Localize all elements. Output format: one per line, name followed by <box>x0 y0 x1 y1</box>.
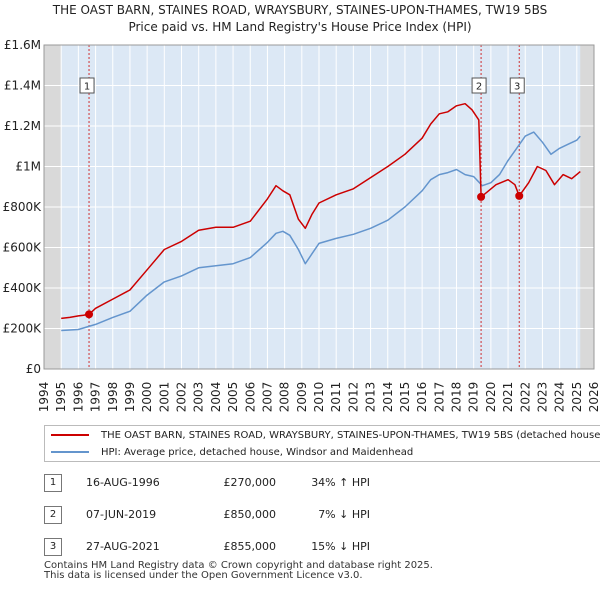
transaction-badge: 1 <box>44 474 62 492</box>
y-tick-label: £1M <box>15 160 41 174</box>
x-tick-label: 2026 <box>587 382 600 413</box>
x-tick-label: 2012 <box>346 382 360 413</box>
transaction-marker-label: 3 <box>514 82 520 93</box>
chart-title: THE OAST BARN, STAINES ROAD, WRAYSBURY, … <box>52 3 548 17</box>
x-tick-label: 2002 <box>175 382 189 413</box>
x-tick-label: 2015 <box>398 382 412 413</box>
transaction-badge: 3 <box>44 538 62 556</box>
x-tick-label: 2009 <box>295 382 309 413</box>
legend-item-hpi: HPI: Average price, detached house, Wind… <box>51 445 413 461</box>
y-tick-label: £400K <box>3 281 43 295</box>
chart-subtitle: Price paid vs. HM Land Registry's House … <box>128 20 472 34</box>
chart-area: £0 £200K £400K £600K £800K £1M £1.2M £1.4M £1.6M… <box>3 38 600 413</box>
x-tick-label: 2020 <box>484 382 498 413</box>
x-tick-label: 1999 <box>123 382 137 413</box>
transaction-date: 07-JUN-2019 <box>86 508 157 521</box>
legend-label-price: THE OAST BARN, STAINES ROAD, WRAYSBURY, … <box>101 430 600 441</box>
transaction-date: 16-AUG-1996 <box>86 476 160 489</box>
transaction-marker-label: 1 <box>84 82 90 93</box>
transaction-point <box>515 191 524 200</box>
hpi-line <box>61 131 581 332</box>
x-tick-label: 2018 <box>450 382 464 413</box>
x-tick-label: 2022 <box>518 382 532 413</box>
transaction-price: £855,000 <box>223 540 277 553</box>
x-tick-label: 2011 <box>329 382 343 413</box>
legend-swatch-hpi <box>51 451 89 453</box>
chart-title-block: THE OAST BARN, STAINES ROAD, WRAYSBURY, … <box>0 2 600 36</box>
x-tick-label: 2021 <box>501 382 515 413</box>
transaction-badge: 2 <box>44 506 62 524</box>
table-row: 2 07-JUN-2019 £850,000 7% ↓ HPI <box>44 504 444 526</box>
x-tick-label: 2007 <box>260 382 274 413</box>
transaction-marker-box <box>471 77 487 94</box>
transaction-point <box>85 310 94 319</box>
x-tick-label: 1996 <box>71 382 85 413</box>
y-tick-label: £200K <box>3 322 43 336</box>
x-tick-label: 1998 <box>106 382 120 413</box>
x-tick-label: 2010 <box>312 382 326 413</box>
x-tick-label: 2008 <box>278 382 292 413</box>
x-tick-label: 2000 <box>140 382 154 413</box>
x-tick-label: 2025 <box>570 382 584 413</box>
transaction-date: 27-AUG-2021 <box>86 540 160 553</box>
x-tick-label: 2017 <box>432 382 446 413</box>
footer-line-1: Contains HM Land Registry data © Crown c… <box>44 560 433 571</box>
x-tick-label: 2006 <box>243 382 257 413</box>
x-tick-label: 2016 <box>415 382 429 413</box>
y-tick-label: £1.4M <box>4 79 41 93</box>
x-tick-label: 2014 <box>381 382 395 413</box>
transaction-marker-label: 2 <box>476 82 482 93</box>
transaction-hpi: 7% ↓ HPI <box>318 508 370 521</box>
x-tick-label: 2023 <box>535 382 549 413</box>
transaction-point <box>477 192 486 201</box>
footer: Contains HM Land Registry data © Crown c… <box>44 561 433 581</box>
x-tick-label: 2024 <box>553 382 567 413</box>
transaction-marker-box <box>509 77 525 94</box>
x-tick-label: 2005 <box>226 382 240 413</box>
x-tick-label: 2019 <box>467 382 481 413</box>
price-line <box>61 102 581 320</box>
footer-line-2: This data is licensed under the Open Gov… <box>44 570 363 581</box>
y-tick-label: £800K <box>3 200 43 214</box>
transaction-hpi: 34% ↑ HPI <box>311 476 370 489</box>
plot-border <box>43 44 595 370</box>
transaction-hpi: 15% ↓ HPI <box>311 540 370 553</box>
table-row: 1 16-AUG-1996 £270,000 34% ↑ HPI <box>44 472 444 494</box>
x-tick-label: 2003 <box>192 382 206 413</box>
legend: THE OAST BARN, STAINES ROAD, WRAYSBURY, … <box>44 425 600 462</box>
y-tick-label: £1.6M <box>4 38 41 52</box>
transaction-price: £850,000 <box>223 508 277 521</box>
x-tick-label: 1997 <box>89 382 103 413</box>
y-tick-label: £600K <box>3 241 43 255</box>
legend-label-hpi: HPI: Average price, detached house, Wind… <box>101 447 414 458</box>
x-tick-label: 2004 <box>209 382 223 413</box>
x-tick-label: 2001 <box>157 382 171 413</box>
legend-swatch-price <box>51 434 89 436</box>
y-tick-label: £0 <box>26 362 41 376</box>
table-row: 3 27-AUG-2021 £855,000 15% ↓ HPI <box>44 536 444 558</box>
x-tick-label: 1995 <box>54 382 68 413</box>
legend-item-price: THE OAST BARN, STAINES ROAD, WRAYSBURY, … <box>51 428 600 444</box>
x-tick-label: 1994 <box>37 382 51 413</box>
transaction-marker-box <box>79 77 95 94</box>
y-tick-label: £1.2M <box>4 119 41 133</box>
x-tick-label: 2013 <box>364 382 378 413</box>
transaction-price: £270,000 <box>223 476 277 489</box>
